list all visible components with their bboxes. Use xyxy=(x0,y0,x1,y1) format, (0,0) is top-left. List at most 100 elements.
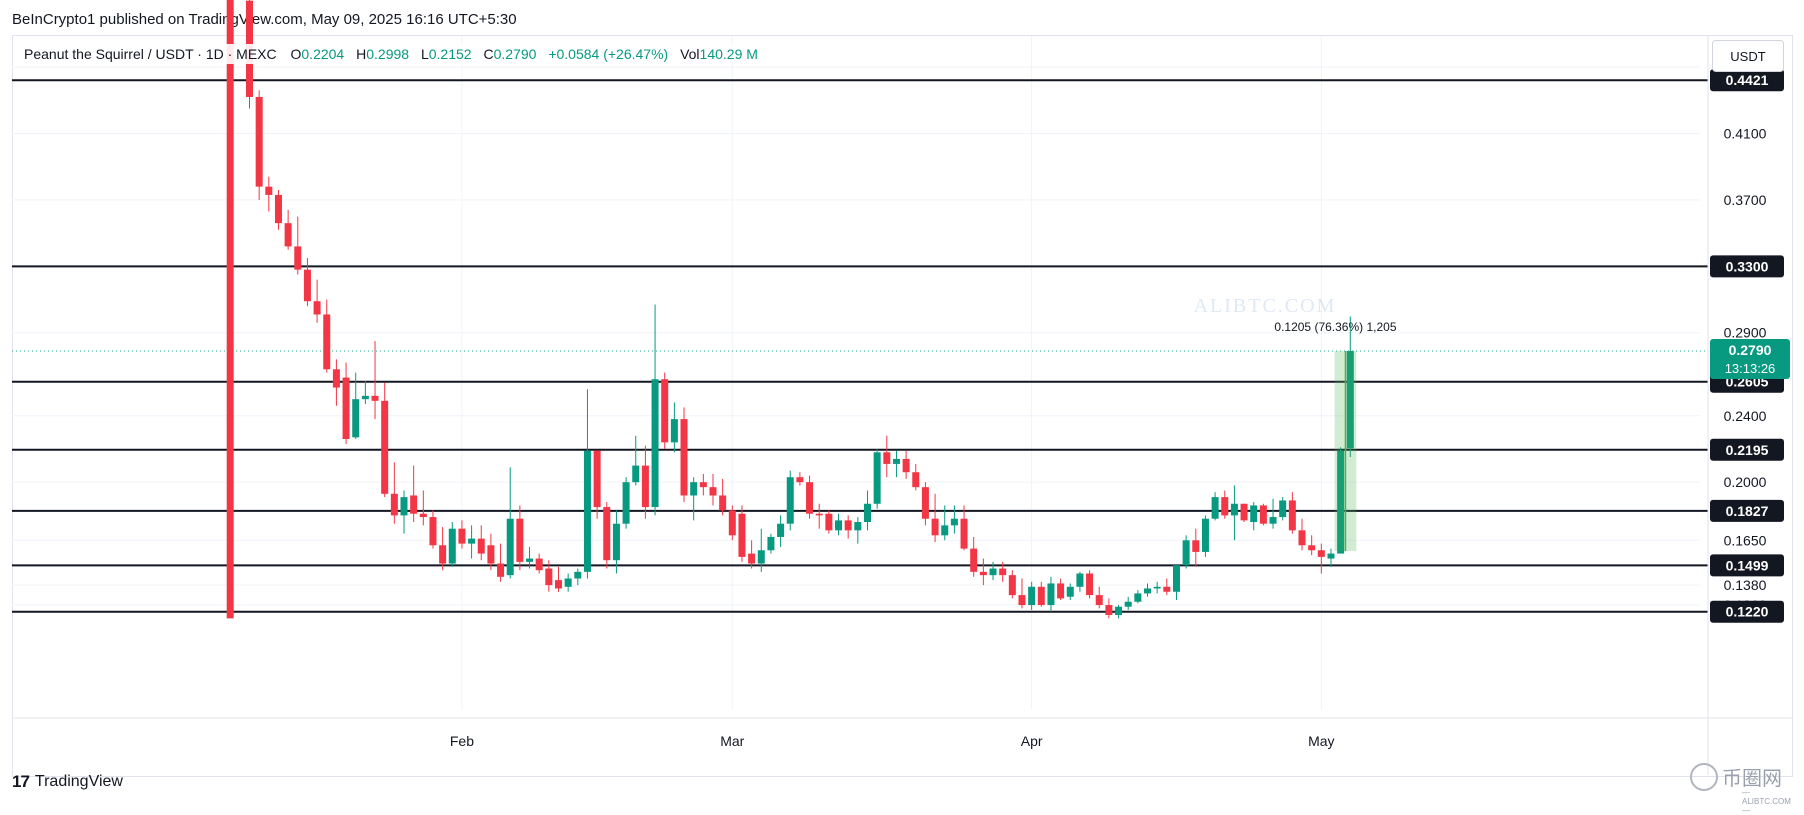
candle-body xyxy=(303,269,311,302)
candle-body xyxy=(1221,497,1229,516)
y-tick-label: 0.2900 xyxy=(1724,325,1767,341)
candle-body xyxy=(265,186,273,195)
candle-body xyxy=(835,520,843,531)
candle-body xyxy=(497,563,505,577)
close-label: C xyxy=(483,46,494,62)
candle-body xyxy=(1047,583,1055,606)
candle-body xyxy=(284,223,292,247)
watermark-layer: ALIBTC.COM xyxy=(1194,295,1335,317)
candle-body xyxy=(1086,573,1094,596)
y-tick-label: 0.2400 xyxy=(1724,408,1767,424)
low-value: 0.2152 xyxy=(428,46,472,62)
x-tick-label: Apr xyxy=(1021,733,1043,749)
candle-body xyxy=(622,482,630,524)
candle-body xyxy=(1037,586,1045,606)
tradingview-logo[interactable]: 17 TradingView xyxy=(12,772,123,792)
candle-body xyxy=(1144,588,1152,594)
candle-body xyxy=(1153,586,1161,589)
price-axis: 0.45000.41000.37000.29000.24000.20000.16… xyxy=(12,36,1793,775)
y-tick-label: 0.2000 xyxy=(1724,474,1767,490)
candle-body xyxy=(1018,595,1026,606)
candle-body xyxy=(1327,553,1335,559)
candle-body xyxy=(226,0,234,619)
candle-body xyxy=(863,503,871,523)
candle-body xyxy=(1250,505,1258,523)
corner-watermark-sub: — ALIBTC.COM — xyxy=(1742,788,1791,815)
level-label: 0.2195 xyxy=(1726,442,1769,458)
candle-body xyxy=(361,395,369,400)
candle-body xyxy=(255,96,263,187)
corner-watermark-text: 币圈网 xyxy=(1722,768,1782,790)
candle-body xyxy=(979,571,987,576)
candle-body xyxy=(1288,500,1296,531)
level-label: 0.3300 xyxy=(1726,258,1769,274)
corner-watermark: 币圈网 — ALIBTC.COM — xyxy=(1690,762,1791,815)
candle-body xyxy=(323,314,331,370)
candle-body xyxy=(1259,505,1267,524)
open-label: O xyxy=(290,46,302,62)
candle-body xyxy=(989,568,997,576)
candle-body xyxy=(1115,606,1123,616)
candle-body xyxy=(332,369,340,388)
candle-body xyxy=(1163,586,1171,592)
candle-body xyxy=(1230,503,1238,516)
candle-body xyxy=(535,558,543,571)
candle-body xyxy=(931,518,939,536)
candle-body xyxy=(371,395,379,401)
candle-body xyxy=(690,482,698,496)
level-label: 0.1499 xyxy=(1726,557,1769,573)
level-label: 0.1220 xyxy=(1726,604,1769,620)
candle-body xyxy=(892,458,900,464)
candle-body xyxy=(1192,540,1200,552)
candle-body xyxy=(960,518,968,549)
open-value: 0.2204 xyxy=(301,46,345,62)
candle-body xyxy=(1346,351,1354,449)
x-tick-label: Mar xyxy=(720,733,744,749)
currency-button[interactable]: USDT xyxy=(1712,40,1784,72)
symbol-info-bar: Peanut the Squirrel / USDT · 1D · MEXC O… xyxy=(22,44,768,64)
candle-body xyxy=(526,558,534,562)
x-tick-label: Feb xyxy=(450,733,474,749)
candle-body xyxy=(921,487,929,519)
x-tick-label: May xyxy=(1308,733,1334,749)
candle-body xyxy=(651,379,659,508)
chart-frame xyxy=(12,35,1793,777)
level-label-box xyxy=(1710,499,1784,522)
candle-body xyxy=(1095,595,1103,606)
candle-body xyxy=(748,553,756,564)
candle-body xyxy=(1201,518,1209,552)
candles xyxy=(226,0,1354,619)
candle-body xyxy=(796,477,804,483)
candle-body xyxy=(1337,450,1345,554)
candle-body xyxy=(767,536,775,551)
candle-body xyxy=(815,513,823,516)
high-value: 0.2998 xyxy=(366,46,410,62)
candle-body xyxy=(632,465,640,483)
candle-body xyxy=(352,399,360,438)
countdown-label: 13:13:26 xyxy=(1725,361,1776,376)
time-axis: Feb Mar Apr May xyxy=(450,733,1335,749)
candle-body xyxy=(786,477,794,524)
candle-body xyxy=(593,450,601,508)
candle-body xyxy=(506,518,514,576)
level-label-box xyxy=(1710,69,1784,92)
y-tick-label: 0.1650 xyxy=(1724,532,1767,548)
candle-body xyxy=(1124,601,1132,607)
candle-body xyxy=(477,538,485,554)
candle-body xyxy=(458,528,466,544)
candle-body xyxy=(313,301,321,315)
level-label-box xyxy=(1710,255,1784,278)
candle-body xyxy=(448,528,456,564)
candle-body xyxy=(400,497,408,516)
candle-body xyxy=(641,465,649,508)
candle-body xyxy=(1057,583,1065,599)
candle-body xyxy=(603,507,611,561)
candle-body xyxy=(1240,503,1248,521)
level-label-box xyxy=(1710,600,1784,623)
symbol-name[interactable]: Peanut the Squirrel / USDT · 1D · MEXC xyxy=(24,46,277,62)
candle-body xyxy=(554,580,562,589)
candle-body xyxy=(274,194,282,224)
y-tick-label: 0.1380 xyxy=(1724,577,1767,593)
candle-body xyxy=(468,538,476,544)
